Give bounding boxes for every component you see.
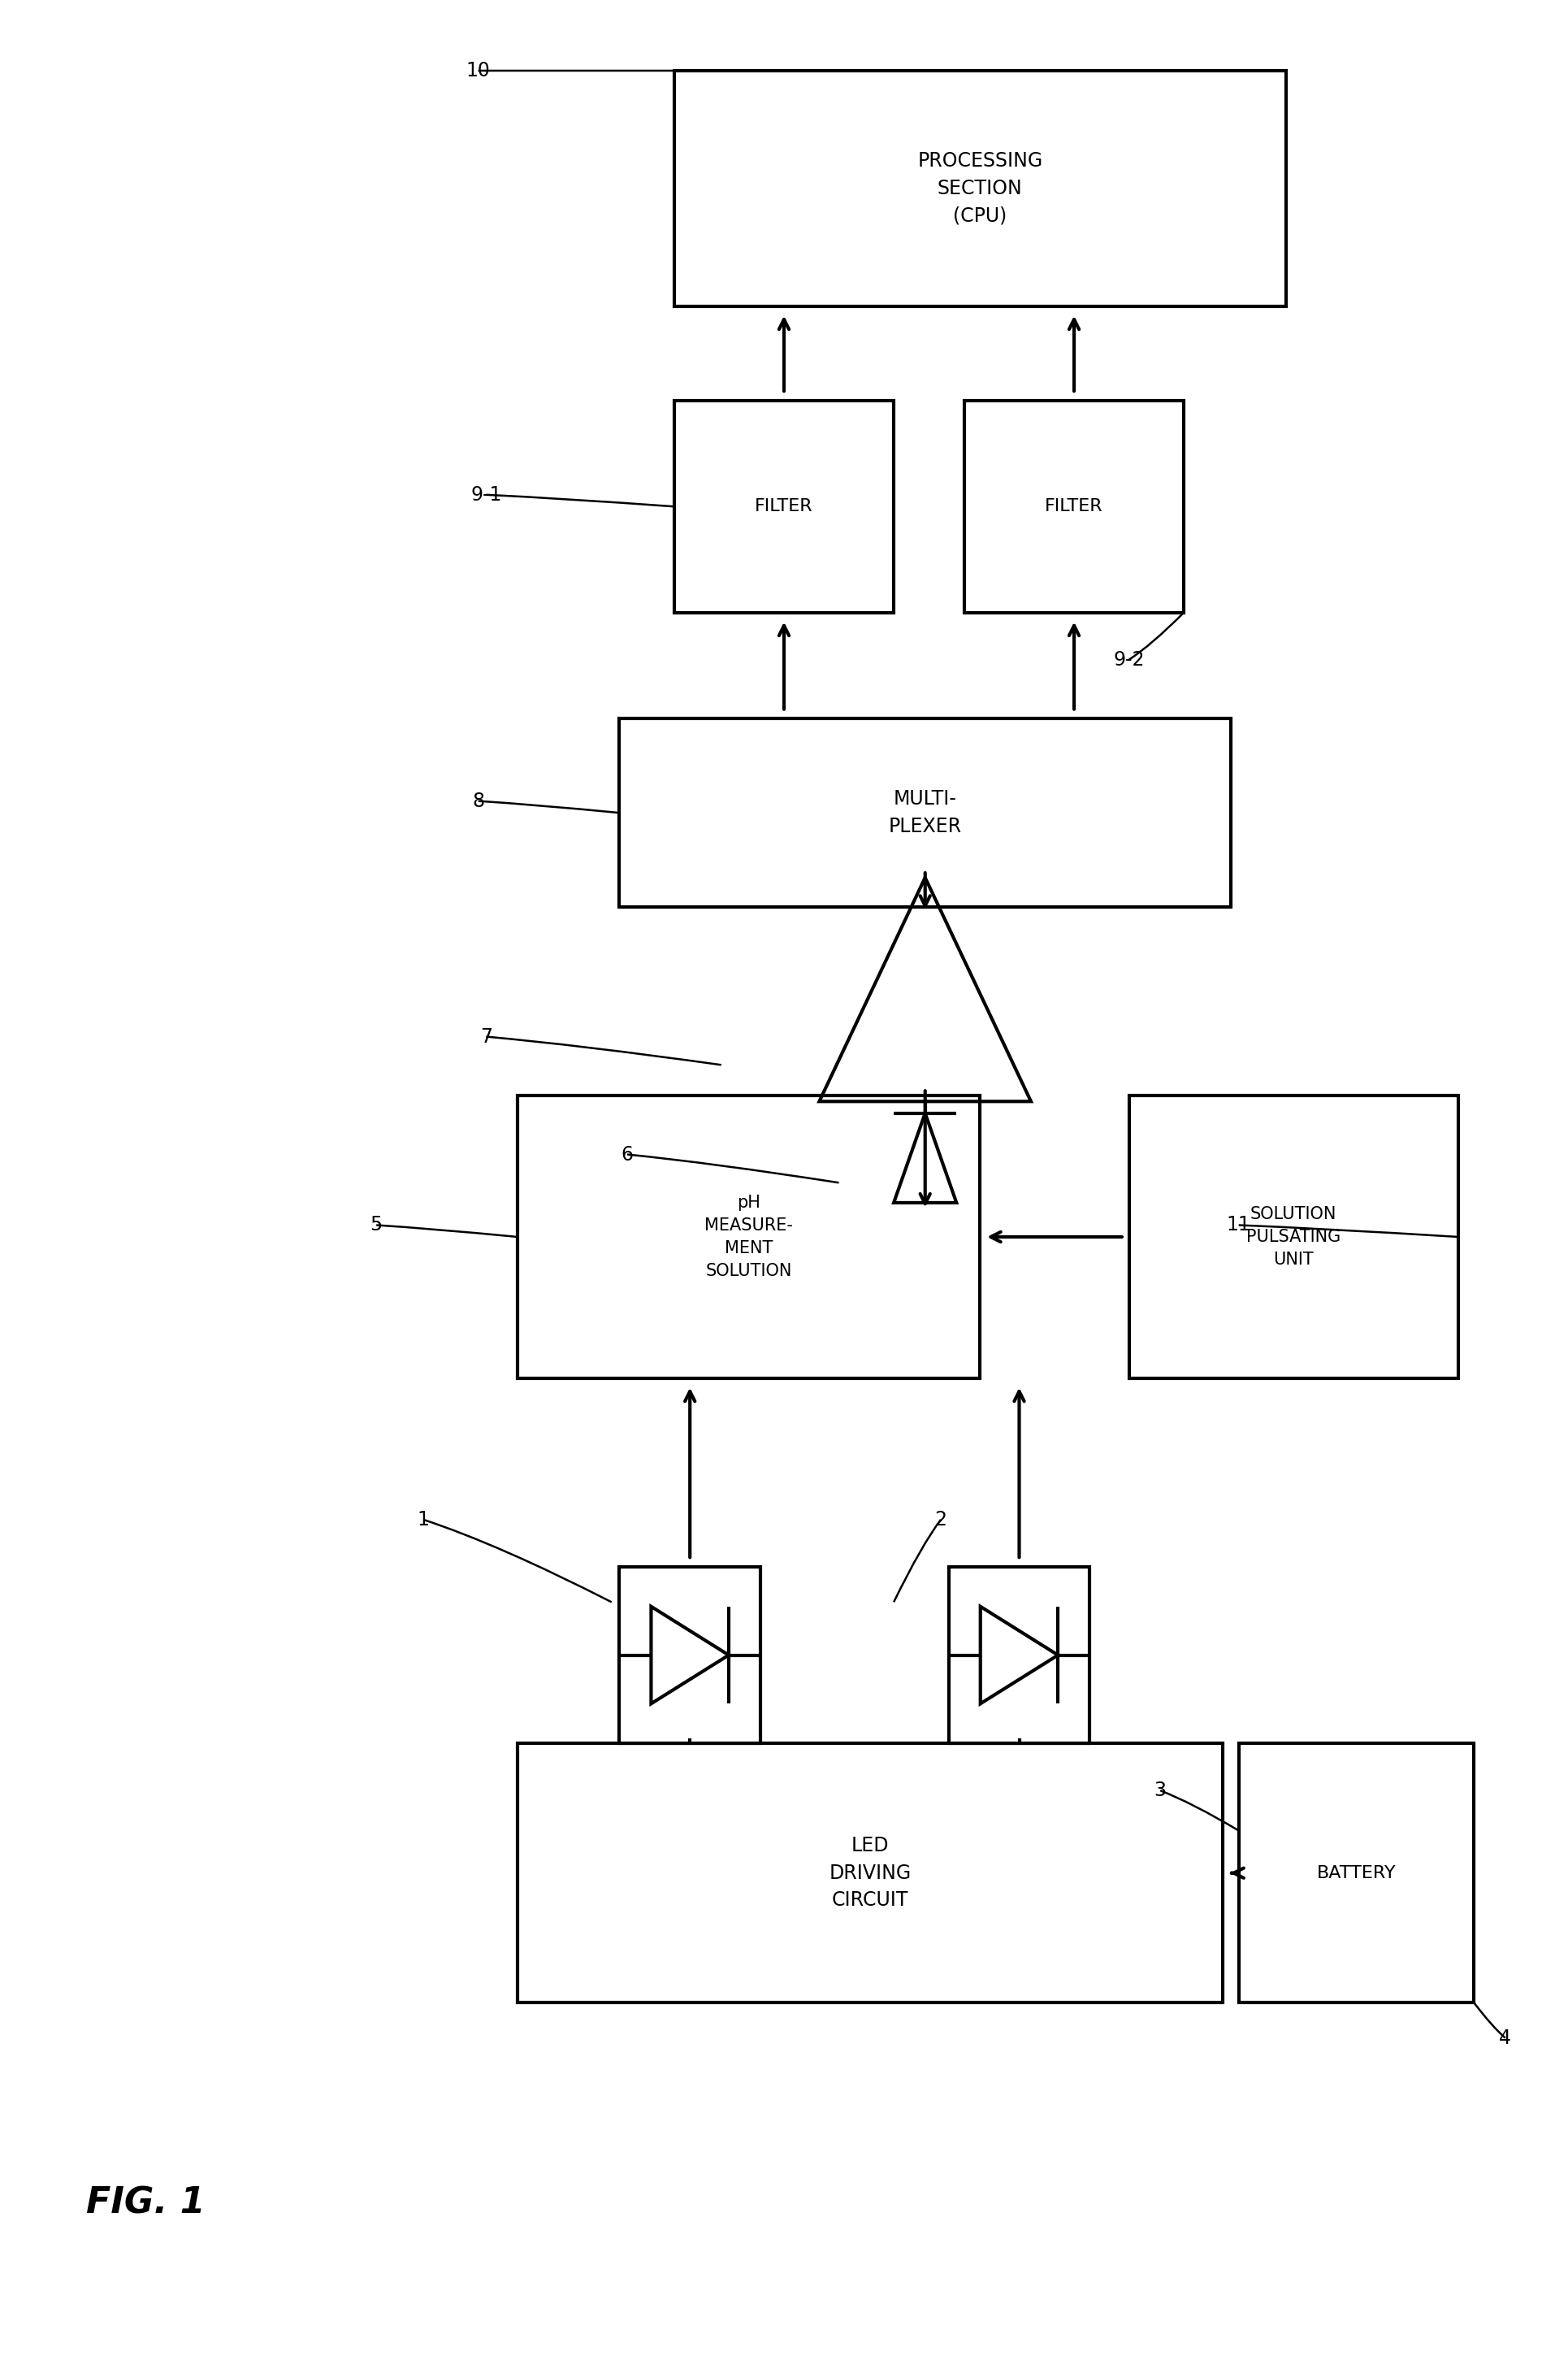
Text: FIG. 1: FIG. 1 xyxy=(86,2186,205,2219)
Bar xyxy=(1129,1096,1458,1378)
Bar xyxy=(949,1567,1090,1743)
Text: BATTERY: BATTERY xyxy=(1317,1866,1396,1880)
Text: 9-1: 9-1 xyxy=(470,485,502,504)
Text: FILTER: FILTER xyxy=(1044,499,1104,514)
Text: 10: 10 xyxy=(466,61,491,80)
Text: FILTER: FILTER xyxy=(754,499,814,514)
Text: SOLUTION
PULSATING
UNIT: SOLUTION PULSATING UNIT xyxy=(1247,1206,1341,1268)
Text: 1: 1 xyxy=(417,1510,430,1529)
Bar xyxy=(674,401,894,613)
Text: 11: 11 xyxy=(1226,1216,1251,1235)
Bar xyxy=(964,401,1184,613)
Bar xyxy=(517,1096,980,1378)
Text: 2: 2 xyxy=(935,1510,947,1529)
Text: MULTI-
PLEXER: MULTI- PLEXER xyxy=(889,789,961,836)
Text: 4: 4 xyxy=(1499,2029,1512,2047)
Bar xyxy=(619,719,1231,907)
Text: 9-2: 9-2 xyxy=(1113,650,1145,669)
Text: 3: 3 xyxy=(1154,1781,1167,1800)
Text: pH
MEASURE-
MENT
SOLUTION: pH MEASURE- MENT SOLUTION xyxy=(704,1194,793,1279)
Text: LED
DRIVING
CIRCUIT: LED DRIVING CIRCUIT xyxy=(829,1835,911,1911)
Text: 5: 5 xyxy=(370,1216,383,1235)
Bar xyxy=(674,71,1286,306)
Bar xyxy=(517,1743,1223,2003)
Text: 6: 6 xyxy=(621,1145,633,1164)
Text: PROCESSING
SECTION
(CPU): PROCESSING SECTION (CPU) xyxy=(917,151,1043,226)
Bar xyxy=(619,1567,760,1743)
Text: 8: 8 xyxy=(472,792,485,810)
Bar xyxy=(1239,1743,1474,2003)
Text: 7: 7 xyxy=(480,1027,492,1046)
